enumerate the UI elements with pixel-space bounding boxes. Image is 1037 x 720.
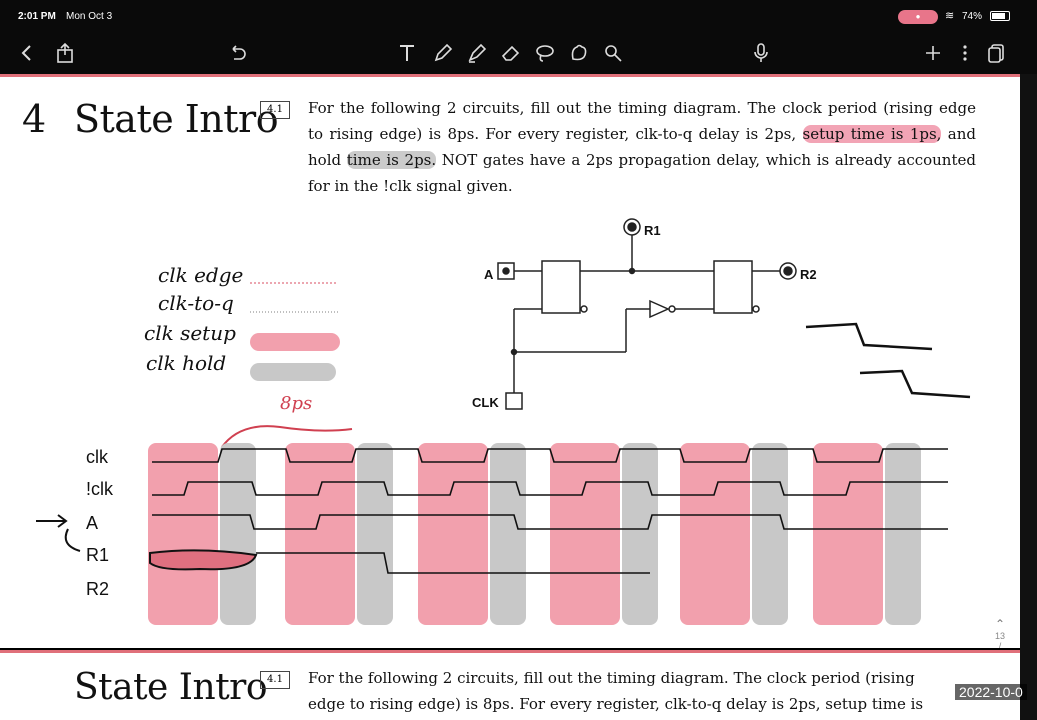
- setup-region-4: [680, 443, 750, 625]
- pen-icon[interactable]: [428, 38, 458, 68]
- signal-a-label: A: [86, 513, 99, 533]
- r2-probe: [779, 262, 797, 280]
- a-waveform: [152, 514, 948, 530]
- eraser-icon[interactable]: [496, 38, 526, 68]
- signal-r2-label: R2: [86, 579, 110, 599]
- handwritten-strokes: [805, 322, 971, 399]
- hold-region-5: [885, 443, 921, 625]
- legend-hold-swatch: [250, 363, 336, 381]
- section-title: State Intro: [74, 97, 279, 141]
- signal-r1-label: R1: [86, 545, 110, 565]
- timing-diagram: [36, 443, 948, 625]
- clk-input: [505, 392, 523, 410]
- page-current: 13: [994, 631, 1005, 641]
- battery-percent: 74%: [962, 11, 983, 22]
- setup-region-5: [813, 443, 883, 625]
- highlight-setup: setup time is 1ps,: [802, 125, 942, 143]
- hold-region-2: [490, 443, 526, 625]
- a-label: A: [484, 267, 494, 282]
- signal-clk-label: clk: [86, 447, 108, 467]
- zoom-icon[interactable]: ⚲: [988, 658, 999, 674]
- setup-region-3: [550, 443, 620, 625]
- toolbar: [0, 32, 1037, 74]
- share-icon[interactable]: [50, 38, 80, 68]
- more-icon[interactable]: [950, 38, 980, 68]
- status-time: 2:01 PM: [18, 11, 56, 22]
- pages-icon[interactable]: [982, 38, 1012, 68]
- status-date: Mon Oct 3: [66, 11, 113, 22]
- legend-setup-swatch: [250, 333, 340, 351]
- lasso-icon[interactable]: [530, 38, 560, 68]
- r1-label: R1: [644, 223, 661, 238]
- next-page-preview[interactable]: State Intro 4.1 For the following 2 circ…: [0, 650, 1020, 720]
- legend-clk-edge: clk edge: [158, 263, 244, 287]
- next-section-tag: 4.1: [260, 671, 290, 689]
- mic-icon[interactable]: [746, 38, 776, 68]
- highlight-hold: time is 2ps.: [346, 151, 437, 169]
- nclk-waveform: [152, 481, 948, 496]
- next-problem-text: For the following 2 circuits, fill out t…: [308, 669, 924, 713]
- r2-label: R2: [800, 267, 817, 282]
- hold-region-1: [357, 443, 393, 625]
- hold-region-0: [220, 443, 256, 625]
- setup-region-0: [148, 443, 218, 625]
- register-1: [541, 260, 581, 314]
- legend-clk-to-q: clk-to-q: [158, 291, 234, 315]
- page-indicator: ⌃ 13 / 17 ⌄: [990, 617, 1010, 648]
- next-section-title: State Intro: [74, 667, 268, 708]
- battery-icon: [990, 11, 1010, 21]
- add-page-icon[interactable]: [918, 38, 948, 68]
- section-tag: 4.1: [260, 101, 290, 119]
- hold-region-4: [752, 443, 788, 625]
- wifi-icon: ≋: [945, 10, 955, 22]
- shape-icon[interactable]: [598, 38, 628, 68]
- signal-nclk-label: !clk: [86, 479, 113, 499]
- highlighter-icon[interactable]: [462, 38, 492, 68]
- diagram-layer: [36, 218, 971, 625]
- favorite-star-icon[interactable]: ☆: [12, 660, 29, 681]
- not-gate: [649, 299, 670, 319]
- recording-indicator: ●: [898, 10, 938, 24]
- image-icon[interactable]: [564, 38, 594, 68]
- right-edge: [1020, 74, 1037, 720]
- date-stamp: 2022-10-0: [955, 684, 1027, 700]
- note-page[interactable]: 4 State Intro 4.1 For the following 2 ci…: [0, 74, 1020, 648]
- clk-waveform: [152, 448, 948, 463]
- problem-text: For the following 2 circuits, fill out t…: [308, 99, 977, 195]
- handwritten-period: 8ps: [280, 393, 313, 414]
- circuit-diagram: [497, 218, 797, 410]
- legend-clk-setup: clk setup: [144, 321, 236, 345]
- clk-label: CLK: [472, 395, 499, 410]
- register-2: [713, 260, 753, 314]
- section-number: 4: [22, 97, 47, 141]
- r1-scribble: [149, 549, 258, 571]
- undo-icon[interactable]: [222, 38, 252, 68]
- r1-waveform: [256, 552, 650, 574]
- text-tool-icon[interactable]: [392, 38, 422, 68]
- setup-region-2: [418, 443, 488, 625]
- hold-region-3: [622, 443, 658, 625]
- legend-clk-hold: clk hold: [146, 351, 227, 375]
- legend-swatches: [250, 282, 340, 381]
- period-arc: [221, 425, 353, 448]
- annotation-arrow: [36, 514, 81, 552]
- status-bar: 2:01 PM Mon Oct 3 ● ≋ 74%: [0, 0, 1037, 32]
- setup-region-1: [285, 443, 355, 625]
- back-icon[interactable]: [12, 38, 42, 68]
